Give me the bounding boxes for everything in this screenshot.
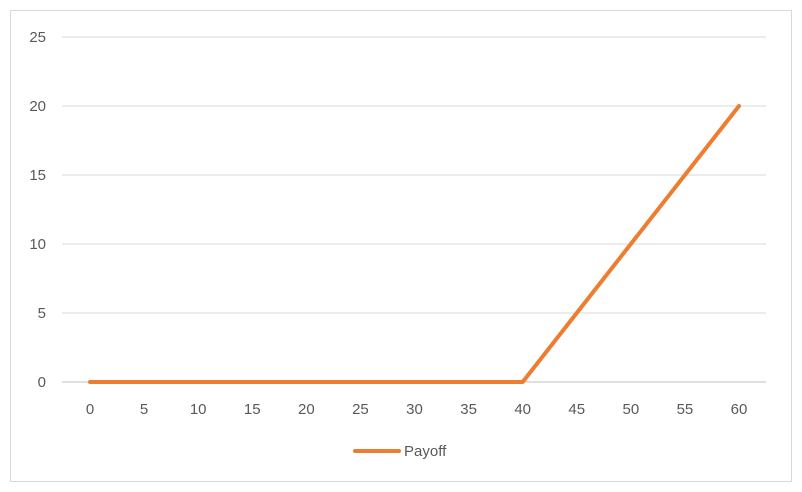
y-tick-label: 15: [29, 167, 46, 184]
x-tick-label: 5: [140, 401, 148, 418]
x-tick-label: 25: [352, 401, 369, 418]
series-line-payoff: [88, 104, 741, 384]
x-tick-label: 30: [406, 401, 423, 418]
x-tick-label: 15: [244, 401, 261, 418]
x-tick-label: 10: [190, 401, 207, 418]
y-tick-label: 10: [29, 236, 46, 253]
y-tick-label: 25: [29, 29, 46, 46]
plot-series: [88, 104, 741, 384]
gridlines: [62, 36, 766, 314]
chart-area: [10, 10, 792, 482]
y-tick-label: 5: [38, 305, 46, 322]
x-tick-label: 60: [731, 401, 748, 418]
x-tick-label: 40: [514, 401, 531, 418]
legend: Payoff: [353, 443, 447, 460]
x-tick-label: 55: [677, 401, 694, 418]
x-tick-label: 35: [460, 401, 477, 418]
x-tick-label: 20: [298, 401, 315, 418]
x-axis-labels: 0 5 10 15 20 25 30 35 40 45 50 55 60: [86, 401, 748, 418]
y-tick-label: 0: [38, 374, 46, 391]
x-tick-label: 50: [622, 401, 639, 418]
y-tick-label: 20: [29, 98, 46, 115]
x-tick-label: 0: [86, 401, 94, 418]
y-axis: 0 5 10 15 20 25: [29, 29, 46, 391]
legend-label-payoff: Payoff: [404, 443, 447, 460]
x-tick-label: 45: [568, 401, 585, 418]
